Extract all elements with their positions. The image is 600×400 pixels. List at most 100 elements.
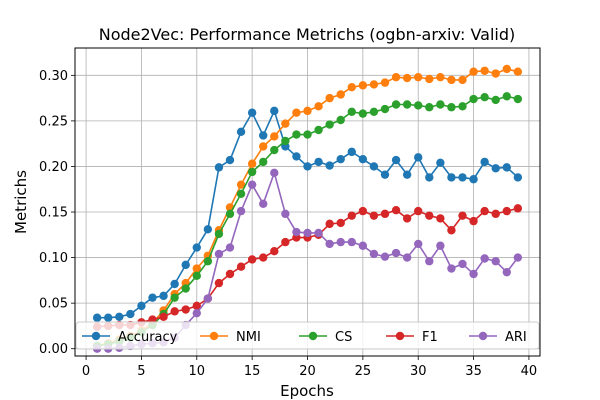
- data-point-cs: [358, 109, 368, 118]
- data-point-cs: [325, 120, 334, 129]
- x-axis-title: Epochs: [280, 382, 334, 400]
- data-point-accuracy: [502, 163, 511, 172]
- data-point-f1: [402, 214, 412, 223]
- legend-swatch-marker: [308, 331, 318, 341]
- data-point-accuracy: [303, 162, 312, 171]
- data-point-cs: [225, 209, 235, 219]
- series-nmi: [92, 64, 523, 351]
- y-tick-label: 0.20: [39, 160, 68, 175]
- data-point-nmi: [347, 82, 356, 92]
- data-point-f1: [447, 226, 456, 235]
- data-point-nmi: [336, 90, 345, 99]
- data-point-ari: [192, 308, 201, 318]
- data-point-cs: [391, 100, 401, 109]
- data-point-accuracy: [115, 312, 124, 322]
- data-point-nmi: [414, 72, 423, 82]
- y-tick-label: 0.10: [39, 251, 68, 266]
- data-point-accuracy: [491, 164, 500, 173]
- x-tick-label: 30: [410, 364, 427, 379]
- data-point-cs: [203, 257, 213, 266]
- data-point-ari: [270, 168, 279, 178]
- data-point-accuracy: [247, 108, 257, 117]
- y-axis-title: Metrichs: [12, 170, 30, 234]
- data-point-accuracy: [259, 131, 268, 140]
- data-point-f1: [358, 206, 368, 216]
- y-tick-label: 0.30: [39, 69, 68, 84]
- data-point-cs: [303, 130, 312, 139]
- data-point-accuracy: [137, 301, 146, 311]
- data-point-nmi: [192, 264, 201, 273]
- data-point-f1: [347, 211, 356, 220]
- x-tick-label: 10: [189, 364, 206, 379]
- data-point-nmi: [259, 142, 268, 151]
- data-point-f1: [436, 214, 445, 223]
- data-point-ari: [247, 180, 257, 189]
- data-point-accuracy: [104, 313, 113, 322]
- data-point-accuracy: [480, 157, 489, 167]
- data-point-f1: [425, 211, 434, 220]
- y-tick-label: 0.15: [39, 206, 68, 221]
- data-point-nmi: [402, 73, 412, 83]
- data-point-accuracy: [447, 173, 456, 182]
- data-point-ari: [425, 257, 434, 266]
- data-point-ari: [214, 249, 224, 259]
- data-point-nmi: [303, 106, 312, 116]
- data-point-accuracy: [214, 163, 224, 172]
- legend-label-f1: F1: [422, 330, 438, 345]
- data-point-accuracy: [126, 309, 135, 319]
- data-point-accuracy: [292, 152, 301, 161]
- data-point-cs: [192, 271, 201, 281]
- legend-label-accuracy: Accuracy: [118, 330, 178, 345]
- data-point-ari: [480, 254, 489, 263]
- data-point-accuracy: [225, 155, 235, 165]
- data-point-ari: [225, 243, 235, 252]
- data-point-ari: [391, 248, 401, 258]
- data-point-f1: [159, 312, 168, 322]
- data-point-cs: [402, 100, 412, 109]
- data-point-f1: [513, 204, 523, 213]
- data-point-nmi: [469, 67, 478, 76]
- data-point-accuracy: [336, 154, 345, 164]
- data-point-cs: [513, 94, 523, 104]
- data-point-nmi: [270, 132, 279, 141]
- data-point-f1: [247, 255, 257, 264]
- data-point-accuracy: [203, 225, 213, 234]
- data-point-cs: [281, 136, 290, 146]
- data-point-cs: [480, 93, 489, 102]
- data-point-f1: [491, 209, 500, 219]
- chart-title: Node2Vec: Performance Metrichs (ogbn-arx…: [99, 25, 516, 44]
- data-point-accuracy: [391, 155, 401, 165]
- data-point-f1: [236, 262, 246, 271]
- data-point-f1: [369, 211, 379, 220]
- data-point-nmi: [292, 108, 301, 117]
- data-point-accuracy: [148, 293, 157, 302]
- data-point-f1: [458, 211, 467, 220]
- data-point-ari: [414, 239, 423, 249]
- data-point-accuracy: [458, 173, 467, 182]
- data-point-cs: [369, 107, 379, 116]
- x-tick-label: 25: [355, 364, 372, 379]
- data-point-ari: [203, 294, 213, 303]
- data-point-cs: [236, 189, 246, 198]
- data-point-ari: [436, 241, 445, 250]
- data-point-f1: [336, 218, 345, 228]
- x-tick-label: 40: [521, 364, 538, 379]
- legend-swatch-marker: [395, 331, 405, 341]
- legend-item-ari: ARI: [469, 330, 527, 345]
- series-layer: [92, 64, 523, 353]
- data-point-cs: [214, 229, 224, 239]
- data-point-nmi: [380, 78, 390, 87]
- data-point-f1: [480, 206, 489, 216]
- data-point-accuracy: [236, 127, 246, 137]
- data-point-f1: [214, 278, 224, 288]
- legend-swatch-marker: [478, 331, 488, 341]
- data-point-cs: [502, 92, 511, 101]
- legend-item-cs: CS: [299, 330, 352, 345]
- data-point-ari: [292, 227, 301, 237]
- data-point-cs: [491, 95, 500, 105]
- data-point-accuracy: [314, 157, 323, 167]
- data-point-ari: [347, 237, 356, 247]
- data-point-cs: [259, 157, 268, 167]
- data-point-cs: [469, 94, 478, 104]
- data-point-ari: [325, 239, 334, 249]
